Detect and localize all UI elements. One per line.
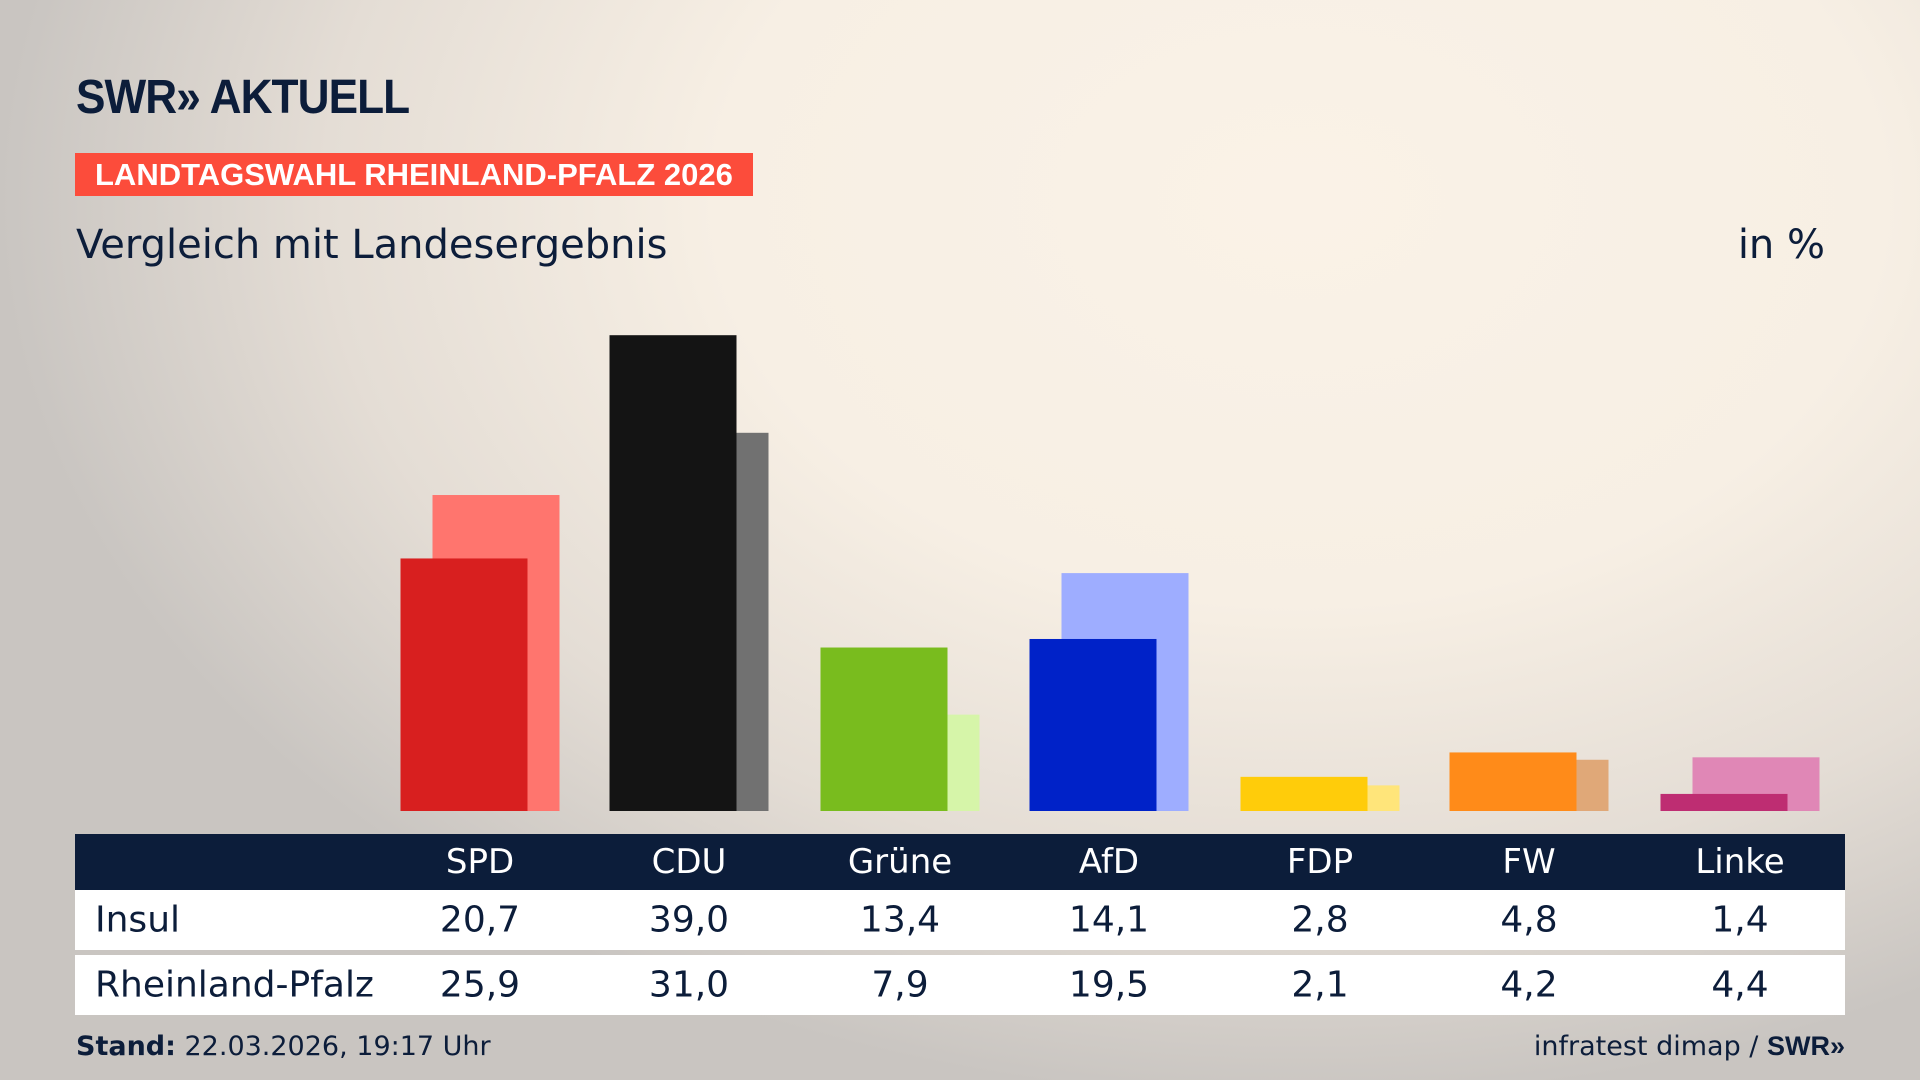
stand-value: 22.03.2026, 19:17 Uhr bbox=[175, 1031, 491, 1062]
value-cell: 2,8 bbox=[1291, 899, 1349, 941]
bar-fw-insul bbox=[1449, 752, 1577, 811]
bar-cdu-insul bbox=[609, 335, 737, 811]
value-cell: 4,8 bbox=[1500, 899, 1558, 941]
bar-spd-insul bbox=[400, 558, 528, 811]
value-cell: 13,4 bbox=[859, 899, 941, 941]
row-label: Insul bbox=[95, 899, 181, 941]
swr-logo-small: SWR» bbox=[1766, 1031, 1845, 1061]
value-cell: 14,1 bbox=[1068, 899, 1150, 941]
bar-linke-insul bbox=[1660, 793, 1788, 811]
value-cell: 4,4 bbox=[1711, 964, 1769, 1006]
chart-title: Vergleich mit Landesergebnis bbox=[76, 222, 668, 268]
column-header: FDP bbox=[1286, 842, 1354, 882]
source-text: infratest dimap / bbox=[1533, 1031, 1767, 1062]
stand-label: Stand: bbox=[76, 1031, 176, 1062]
results-table: SPD CDU Grüne AfD FDP FW Linke Insul 20,7 39,0 1… bbox=[75, 834, 1845, 1020]
column-header: Grüne bbox=[847, 842, 953, 882]
bar-afd-insul bbox=[1029, 638, 1157, 811]
table-row-insul: Insul 20,7 39,0 13,4 14,1 2,8 4,8 1,4 bbox=[75, 890, 1845, 950]
table-row-rlp: Rheinland-Pfalz 25,9 31,0 7,9 19,5 2,1 4,2 4,4 bbox=[75, 955, 1845, 1015]
bar-chart bbox=[400, 335, 1820, 811]
table-header: SPD CDU Grüne AfD FDP FW Linke bbox=[75, 834, 1845, 890]
column-header: Linke bbox=[1695, 842, 1785, 882]
timestamp: Stand: 22.03.2026, 19:17 Uhr bbox=[76, 1031, 491, 1062]
unit-label: in % bbox=[1737, 222, 1825, 268]
value-cell: 7,9 bbox=[871, 964, 929, 1006]
bar-fdp-insul bbox=[1240, 776, 1368, 811]
swr-aktuell-logo: SWR» AKTUELL bbox=[76, 71, 410, 124]
source: infratest dimap / SWR» bbox=[1534, 1031, 1845, 1062]
value-cell: 2,1 bbox=[1291, 964, 1349, 1006]
value-cell: 19,5 bbox=[1068, 964, 1150, 1006]
value-cell: 1,4 bbox=[1711, 899, 1769, 941]
column-header: CDU bbox=[651, 842, 727, 882]
bar-gruene-insul bbox=[820, 647, 948, 811]
value-cell: 39,0 bbox=[648, 899, 730, 941]
column-header: SPD bbox=[445, 842, 515, 882]
column-header: AfD bbox=[1078, 842, 1140, 882]
value-cell: 31,0 bbox=[648, 964, 730, 1006]
row-label: Rheinland-Pfalz bbox=[95, 964, 374, 1006]
value-cell: 25,9 bbox=[439, 964, 521, 1006]
election-banner: LANDTAGSWAHL RHEINLAND-PFALZ 2026 bbox=[75, 153, 753, 196]
column-header: FW bbox=[1502, 842, 1556, 882]
value-cell: 4,2 bbox=[1500, 964, 1558, 1006]
value-cell: 20,7 bbox=[439, 899, 521, 941]
